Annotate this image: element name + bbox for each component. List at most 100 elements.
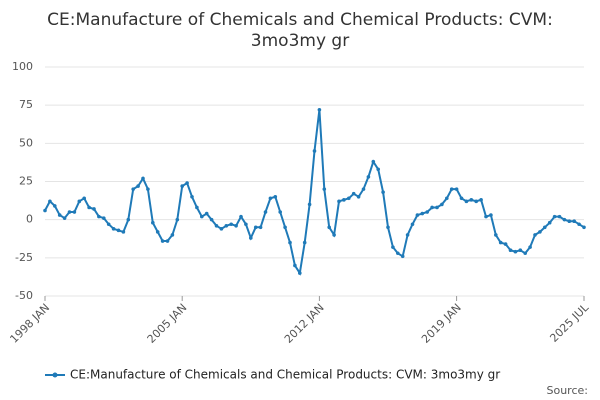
point <box>440 202 444 207</box>
point <box>469 198 474 202</box>
point <box>67 210 72 214</box>
point <box>48 199 52 204</box>
y-tick-label: 50 <box>19 136 33 149</box>
point <box>288 240 292 245</box>
x-tick-label: 1998 JAN <box>7 301 52 346</box>
point <box>371 159 376 164</box>
point <box>111 227 116 231</box>
point <box>43 208 47 213</box>
point <box>400 254 405 259</box>
point <box>258 225 263 230</box>
point <box>165 239 170 243</box>
point <box>415 213 420 217</box>
point <box>293 263 297 268</box>
point <box>92 207 96 211</box>
point <box>102 216 106 220</box>
y-tick-label: 25 <box>19 175 33 188</box>
point <box>219 227 224 231</box>
point <box>425 210 430 214</box>
point <box>572 219 576 223</box>
point <box>53 204 57 208</box>
point <box>204 211 209 216</box>
point <box>356 194 361 199</box>
point <box>283 225 287 230</box>
point <box>126 217 131 222</box>
point <box>366 175 371 179</box>
chart-title: CE:Manufacture of Chemicals and Chemical… <box>47 10 553 30</box>
point <box>146 187 150 191</box>
point <box>302 240 307 245</box>
point <box>435 205 439 210</box>
x-tick-label: 2019 JAN <box>419 301 464 346</box>
x-tick-label: 2012 JAN <box>282 301 327 346</box>
point <box>513 249 518 254</box>
point <box>396 251 400 256</box>
point <box>317 107 322 112</box>
point <box>547 220 552 225</box>
point <box>97 214 101 219</box>
point <box>562 217 567 222</box>
point <box>77 199 82 204</box>
point <box>376 167 381 172</box>
point <box>263 210 268 214</box>
point <box>72 210 77 214</box>
point <box>307 202 312 207</box>
point <box>136 184 140 188</box>
chart-title: 3mo3my gr <box>251 31 349 51</box>
point <box>224 223 229 228</box>
point <box>533 233 537 237</box>
point <box>298 271 302 275</box>
point <box>552 214 557 219</box>
point <box>479 198 483 202</box>
point <box>87 205 91 210</box>
point <box>200 214 204 219</box>
point <box>82 196 86 201</box>
point <box>538 230 542 234</box>
point <box>508 248 513 252</box>
point <box>116 228 121 233</box>
point <box>121 230 126 234</box>
point <box>410 222 415 227</box>
point <box>170 233 175 237</box>
point <box>489 213 493 217</box>
point <box>185 181 189 185</box>
legend-label: CE:Manufacture of Chemicals and Chemical… <box>70 368 500 382</box>
point <box>386 225 390 230</box>
x-tick-label: 2005 JAN <box>145 301 190 346</box>
point <box>322 187 327 191</box>
point <box>503 242 508 246</box>
point <box>249 236 253 240</box>
point <box>543 225 547 230</box>
point <box>484 214 488 219</box>
point <box>449 187 454 191</box>
point <box>567 219 572 223</box>
point <box>430 205 434 210</box>
point <box>155 230 160 234</box>
point <box>239 214 243 219</box>
point <box>445 196 449 201</box>
legend-marker <box>52 372 58 378</box>
point <box>459 196 464 201</box>
y-tick-label: -25 <box>15 251 33 264</box>
point <box>337 199 341 204</box>
point <box>57 213 62 217</box>
point <box>381 190 385 194</box>
point <box>209 217 214 222</box>
point <box>278 210 283 214</box>
point <box>312 149 317 153</box>
point <box>494 233 498 237</box>
series-line <box>44 109 585 276</box>
point <box>347 196 351 201</box>
point <box>557 214 562 219</box>
point <box>523 251 527 256</box>
x-tick-label: 2025 JUL <box>547 300 591 344</box>
point <box>131 187 135 191</box>
point <box>229 222 233 227</box>
point <box>195 205 199 210</box>
point <box>342 198 346 202</box>
point <box>160 239 165 243</box>
y-tick-label: -50 <box>15 289 33 302</box>
point <box>244 222 248 227</box>
y-tick-label: 75 <box>19 98 33 111</box>
